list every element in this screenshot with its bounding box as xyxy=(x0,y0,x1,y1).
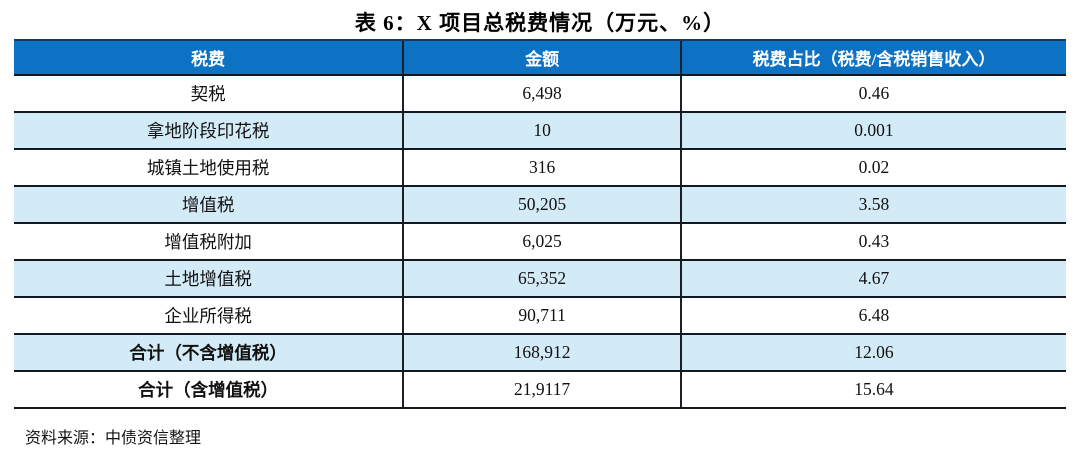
ratio-cell: 0.46 xyxy=(679,75,1066,113)
table-row: 土地增值税 65,352 4.67 xyxy=(14,260,1066,298)
amount-cell: 90,711 xyxy=(402,297,681,335)
ratio-cell: 4.67 xyxy=(679,260,1066,298)
tax-name-cell: 增值税 xyxy=(14,186,404,224)
tax-name-cell: 合计（不含增值税） xyxy=(14,334,404,372)
tax-summary-table: 税费 金额 税费占比（税费/含税销售收入） 契税 6,498 0.46 拿地阶段… xyxy=(14,39,1066,409)
tax-name-cell: 增值税附加 xyxy=(14,223,404,261)
tax-name-cell: 合计（含增值税） xyxy=(14,371,404,409)
table-container: 税费 金额 税费占比（税费/含税销售收入） 契税 6,498 0.46 拿地阶段… xyxy=(14,39,1066,409)
tax-name-cell: 契税 xyxy=(14,75,404,113)
ratio-cell: 6.48 xyxy=(679,297,1066,335)
tax-name-cell: 土地增值税 xyxy=(14,260,404,298)
amount-cell: 6,025 xyxy=(402,223,681,261)
data-source-note: 资料来源：中债资信整理 xyxy=(25,430,202,447)
tax-name-cell: 企业所得税 xyxy=(14,297,404,335)
table-row: 企业所得税 90,711 6.48 xyxy=(14,297,1066,335)
amount-cell: 168,912 xyxy=(402,334,681,372)
table-header-row: 税费 金额 税费占比（税费/含税销售收入） xyxy=(14,39,1066,76)
table-row-total-incl-vat: 合计（含增值税） 21,9117 15.64 xyxy=(14,371,1066,409)
table-row: 增值税 50,205 3.58 xyxy=(14,186,1066,224)
table-row: 增值税附加 6,025 0.43 xyxy=(14,223,1066,261)
ratio-cell: 15.64 xyxy=(679,371,1066,409)
ratio-cell: 0.001 xyxy=(679,112,1066,150)
amount-cell: 50,205 xyxy=(402,186,681,224)
table-title: 表 6：X 项目总税费情况（万元、%） xyxy=(354,11,726,35)
header-tax-name: 税费 xyxy=(14,39,404,76)
table-row: 契税 6,498 0.46 xyxy=(14,75,1066,113)
amount-cell: 316 xyxy=(402,149,681,187)
amount-cell: 6,498 xyxy=(402,75,681,113)
amount-cell: 65,352 xyxy=(402,260,681,298)
header-amount: 金额 xyxy=(402,39,681,76)
amount-cell: 21,9117 xyxy=(402,371,681,409)
table-row: 拿地阶段印花税 10 0.001 xyxy=(14,112,1066,150)
tax-name-cell: 拿地阶段印花税 xyxy=(14,112,404,150)
header-tax-ratio: 税费占比（税费/含税销售收入） xyxy=(679,39,1066,76)
ratio-cell: 12.06 xyxy=(679,334,1066,372)
table-row-total-excl-vat: 合计（不含增值税） 168,912 12.06 xyxy=(14,334,1066,372)
tax-name-cell: 城镇土地使用税 xyxy=(14,149,404,187)
ratio-cell: 0.43 xyxy=(679,223,1066,261)
ratio-cell: 0.02 xyxy=(679,149,1066,187)
amount-cell: 10 xyxy=(402,112,681,150)
table-row: 城镇土地使用税 316 0.02 xyxy=(14,149,1066,187)
ratio-cell: 3.58 xyxy=(679,186,1066,224)
